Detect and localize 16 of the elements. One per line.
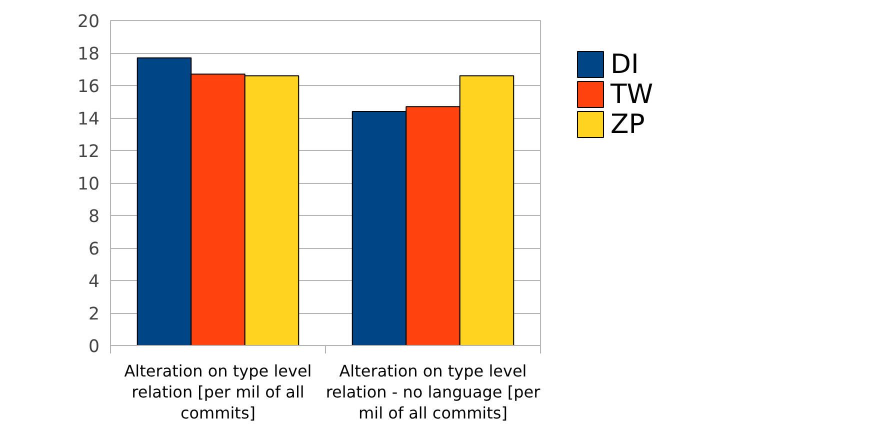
y-tick-label: 10 [77,174,100,194]
y-tick-label: 8 [88,207,100,227]
y-tick-label: 16 [77,77,100,97]
y-tick-label: 14 [77,110,100,130]
y-tick-label: 6 [88,240,100,260]
legend-label: TW [610,79,654,110]
y-tick-label: 4 [88,272,100,292]
legend-label: ZP [610,109,645,140]
x-tick-label: Alteration on type level relation - no language [per mil of all commits] [326,362,541,422]
y-tick-label: 18 [77,44,100,64]
x-tick-label: Alteration on type level relation [per mil of all commits] [124,362,312,422]
y-tick-label: 20 [77,12,100,32]
y-tick-label: 0 [88,337,100,357]
legend-label: DI [610,49,639,80]
y-tick-label: 2 [88,304,100,324]
y-tick-label: 12 [77,142,100,162]
